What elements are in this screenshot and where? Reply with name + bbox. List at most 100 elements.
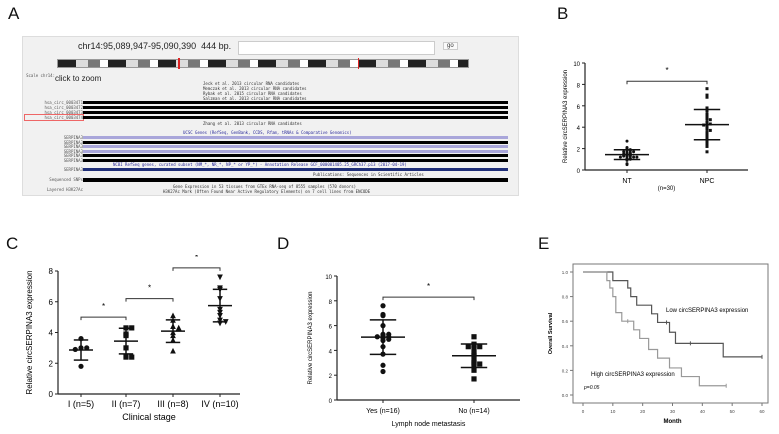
x-tick-label: 40	[700, 409, 706, 414]
plot-frame	[572, 263, 769, 404]
p-value: p=0.05	[583, 385, 600, 391]
track-note: Salzman et al. 2013 circular RNA candida…	[203, 96, 307, 101]
y-tick-label: 8	[329, 300, 333, 306]
position-value: chr14:95,089,947-95,090,390	[78, 41, 197, 51]
click-to-zoom[interactable]: click to zoom	[55, 74, 102, 83]
data-point	[170, 347, 176, 354]
gene-track-label: SERPINA3	[63, 135, 83, 140]
y-tick-label: 0.6	[562, 319, 569, 324]
circrna-track-bar	[83, 111, 508, 114]
x-tick-label: 10	[610, 409, 616, 414]
x-tick-label: 60	[759, 409, 765, 414]
panel-label-a: A	[8, 4, 20, 23]
gene-track-bar	[83, 145, 508, 148]
track-label: SERPINA3	[63, 167, 83, 172]
significance-star: *	[195, 255, 198, 262]
significance-bracket	[172, 267, 221, 271]
data-point	[380, 313, 386, 319]
circrna-track-bar	[83, 116, 508, 119]
significance-star: *	[148, 284, 151, 293]
data-point	[386, 336, 392, 342]
chart-b: 0 2 4 6 8 10 Relative circSERPINA3 expression N…	[563, 62, 748, 192]
track-note: Rybak et al. 2015 circular RNA candidate…	[203, 91, 302, 96]
size-value: 444 bp.	[201, 41, 232, 51]
x-note: (n=30)	[658, 186, 676, 192]
x-axis-label: Lymph node metastasis	[392, 421, 466, 428]
x-axis-label: Month	[664, 419, 682, 425]
data-point	[477, 361, 483, 367]
y-axis-label: Overall Survival	[548, 312, 554, 354]
chart-d: 0 2 4 6 8 10 Relative circSERPINA3 expression Y…	[308, 275, 520, 428]
y-axis-label: Relative circSERPINA3 expression	[25, 270, 34, 394]
go-button[interactable]: go	[443, 42, 458, 50]
panel-label-c: C	[6, 234, 19, 253]
y-axis-label: Relative circSERPINA3 expression	[563, 70, 569, 163]
data-point	[170, 312, 176, 319]
data-point	[471, 367, 477, 373]
ideogram-position-marker	[358, 58, 359, 69]
track-note: Gene Expression in 53 tissues from GTEx …	[173, 184, 357, 189]
data-point	[632, 150, 636, 154]
data-point	[708, 118, 712, 122]
data-point	[380, 362, 386, 368]
position-search-input[interactable]	[238, 41, 435, 55]
x-tick-label: IV (n=10)	[201, 399, 238, 409]
data-point	[705, 150, 709, 154]
y-tick-label: 4	[577, 126, 581, 132]
data-point	[129, 354, 135, 360]
significance-bracket	[626, 80, 708, 85]
data-point	[625, 163, 629, 167]
significance-star: *	[427, 282, 430, 291]
genome-browser-screenshot: chr14:95,089,947-95,090,390 444 bp. go S…	[22, 36, 519, 196]
chromosome-ideogram[interactable]	[57, 58, 469, 69]
y-tick-label: 2	[577, 148, 581, 154]
gene-track-label: SERPINA3	[63, 144, 83, 149]
data-point	[217, 274, 223, 281]
x-tick-label: NPC	[700, 178, 715, 185]
x-tick-label: 20	[640, 409, 646, 414]
data-point	[632, 155, 636, 159]
y-tick-label: 0	[329, 399, 333, 405]
x-tick-label: I (n=5)	[68, 399, 94, 409]
y-tick-label: 8	[49, 267, 54, 276]
panel-label-b: B	[557, 4, 569, 23]
data-point	[705, 142, 709, 146]
y-tick-label: 0	[49, 390, 54, 399]
gene-track-label: SERPINA3	[63, 148, 83, 154]
significance-star: *	[665, 66, 668, 75]
gene-track-bar	[83, 140, 508, 144]
data-point	[84, 345, 90, 351]
track-note: Publications: Sequences in Scientific Ar…	[313, 172, 424, 177]
y-tick-label: 6	[329, 325, 333, 331]
data-point	[635, 155, 639, 159]
y-tick-label: 6	[577, 105, 581, 111]
legend-label-high: High circSERPINA3 expression	[591, 372, 675, 378]
publications-track-bar	[83, 178, 508, 182]
y-tick-label: 0.8	[562, 295, 569, 300]
data-point	[380, 303, 386, 309]
panel-label-d: D	[277, 234, 290, 253]
panel-label-e: E	[538, 234, 550, 253]
x-tick-label: 50	[730, 409, 736, 414]
track-label: hsa_circ_0003472	[44, 105, 83, 110]
y-tick-label: 4	[49, 329, 54, 338]
y-tick-label: 10	[573, 62, 580, 68]
chart-c: 0 2 4 6 8 Relative circSERPINA3 expression I (…	[25, 255, 240, 422]
track-label: hsa_circ_0003474	[24, 114, 84, 121]
gene-track-label: SERPINA3	[63, 153, 83, 158]
track-note: Zhang et al. 2013 circular RNA candidate…	[203, 121, 302, 126]
survival-curve	[583, 271, 762, 358]
significance-star: *	[102, 302, 105, 311]
track-note: Memczak et al. 2013 circular RNA candida…	[203, 86, 307, 91]
refseq-track-bar	[83, 168, 508, 171]
data-point	[622, 150, 626, 154]
legend-label-low: Low circSERPINA3 expression	[666, 308, 748, 314]
x-tick-label: No (n=14)	[458, 408, 489, 415]
x-tick-label: 0	[582, 409, 585, 414]
position-text: chr14:95,089,947-95,090,390 444 bp.	[78, 41, 231, 51]
survival-curve	[583, 271, 727, 387]
data-point	[78, 363, 84, 369]
gene-track-bar	[83, 136, 508, 139]
x-tick-label: Yes (n=16)	[366, 408, 400, 415]
